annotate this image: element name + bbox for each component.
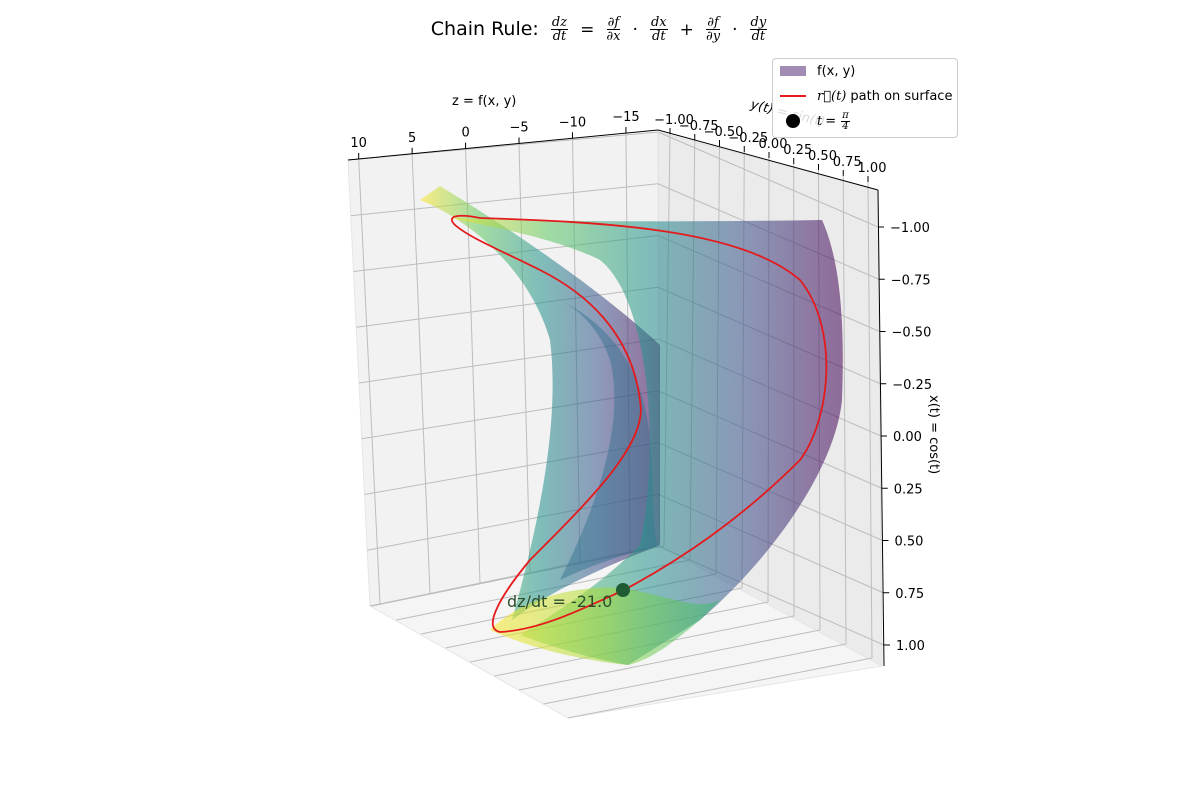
y-gridline-floor (543, 643, 847, 705)
z-tick-label: 0 (461, 126, 469, 141)
y-tick-label: −0.50 (704, 125, 744, 140)
title-frac-dzdt: dz dt (550, 15, 569, 44)
x-tick-label: 0.75 (895, 587, 924, 602)
x-tick-label: −1.00 (890, 221, 930, 236)
legend-line-path (780, 95, 806, 97)
x-gridline-back (657, 131, 879, 228)
z-axis-line (347, 129, 659, 161)
legend-entry-surface: f(x, y) (779, 61, 855, 81)
y-tick-label: 0.25 (783, 143, 812, 158)
surface-dark-fold (560, 300, 658, 580)
y-gridline-back (842, 175, 847, 645)
path-curve (450, 214, 828, 633)
x-tick-label: −0.25 (892, 378, 932, 393)
z-axis-label: z = f(x, y) (452, 94, 516, 109)
title-frac-dydt: dy dt (749, 15, 768, 44)
x-axis-label: x(t) = cos(t) (926, 395, 941, 474)
x-tick-label: −0.50 (892, 326, 932, 341)
y-tick-label: 0.50 (808, 149, 837, 164)
legend-dot-point (786, 114, 800, 128)
x-tick-label: 1.00 (896, 639, 925, 654)
z-tick-label: 5 (408, 131, 416, 146)
z-tick-label: −10 (559, 115, 586, 130)
legend-patch-surface (780, 66, 806, 76)
y-tick-label: 0.00 (759, 137, 788, 152)
y-tick-label: −1.00 (654, 113, 694, 128)
surface-main (420, 186, 660, 620)
y-tick-label: 1.00 (858, 161, 887, 176)
x-tick-label: 0.00 (893, 430, 922, 445)
z-tick-label: 10 (350, 136, 367, 151)
x-gridline-left (350, 183, 659, 217)
title-text: Chain Rule: (430, 18, 539, 40)
x-axis-line (877, 189, 885, 667)
title-frac-dxdt: dx dt (649, 15, 668, 44)
y-gridline-floor (518, 629, 821, 691)
x-tick-label: 0.50 (895, 535, 924, 550)
y-tick-label: −0.25 (728, 131, 768, 146)
x-tick-label: −0.75 (891, 273, 931, 288)
title-frac-dfdx: ∂f ∂x (606, 15, 621, 44)
y-tick-label: 0.75 (833, 155, 862, 170)
surface-right-sheet (450, 218, 843, 665)
y-tick-label: −0.75 (679, 119, 719, 134)
point-t-pi-over-4 (616, 583, 630, 597)
title-frac-dfdy: ∂f ∂y (705, 15, 721, 44)
x-tick-label: 0.25 (894, 482, 923, 497)
surface-bottom-lip (490, 587, 720, 665)
z-tick-label: −5 (509, 120, 528, 135)
legend-entry-path: r⃗(t) path on surface (779, 86, 952, 106)
y-gridline-back (867, 181, 873, 659)
chart-title: Chain Rule: dz dt = ∂f ∂x · dx dt + ∂f ∂y · … (430, 15, 768, 44)
z-tick-label: −15 (612, 110, 639, 125)
x-gridline-left (356, 286, 659, 328)
annotation-dzdt: dz/dt = -21.0 (507, 592, 612, 611)
y-gridline-floor (567, 657, 873, 719)
